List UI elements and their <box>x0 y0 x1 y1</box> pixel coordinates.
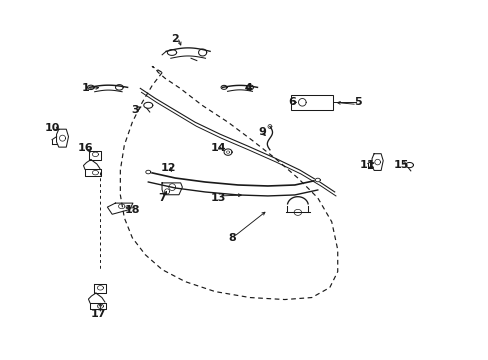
Text: 15: 15 <box>393 160 408 170</box>
Text: 12: 12 <box>160 163 176 173</box>
Text: 8: 8 <box>228 233 235 243</box>
Bar <box>290 95 332 110</box>
Text: 2: 2 <box>171 33 179 44</box>
Text: 11: 11 <box>359 160 375 170</box>
Text: 13: 13 <box>210 193 225 203</box>
Text: 5: 5 <box>353 97 361 107</box>
Text: 17: 17 <box>90 310 106 319</box>
Polygon shape <box>315 178 320 182</box>
Text: 14: 14 <box>210 143 225 153</box>
Text: 1: 1 <box>81 84 89 93</box>
Text: 3: 3 <box>131 105 139 115</box>
Text: 9: 9 <box>258 127 265 137</box>
Polygon shape <box>145 170 150 174</box>
Text: 10: 10 <box>45 123 60 133</box>
Text: 18: 18 <box>124 205 140 215</box>
Text: 16: 16 <box>78 143 93 153</box>
Text: 4: 4 <box>244 84 251 93</box>
Text: 6: 6 <box>287 97 295 107</box>
Text: 7: 7 <box>158 193 166 203</box>
